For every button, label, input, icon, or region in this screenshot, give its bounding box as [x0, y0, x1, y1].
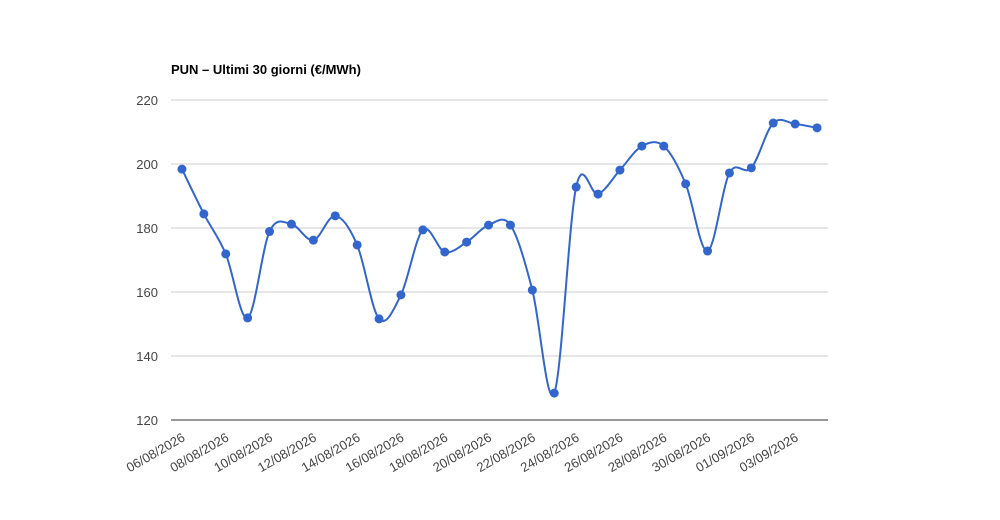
data-point — [462, 237, 472, 247]
data-point — [637, 141, 647, 151]
data-point — [440, 247, 450, 257]
data-point — [352, 240, 362, 250]
y-tick-label: 200 — [136, 157, 158, 172]
data-point — [418, 225, 428, 235]
data-point — [724, 168, 734, 178]
y-tick-label: 220 — [136, 93, 158, 108]
data-point — [308, 235, 318, 245]
data-point — [703, 246, 713, 256]
data-point — [243, 313, 253, 323]
data-point — [396, 290, 406, 300]
chart-title: PUN – Ultimi 30 giorni (€/MWh) — [171, 62, 361, 77]
data-point — [812, 123, 822, 133]
data-point — [221, 249, 231, 259]
data-point — [681, 179, 691, 189]
data-point — [330, 211, 340, 221]
data-point — [177, 164, 187, 174]
data-point — [768, 118, 778, 128]
y-tick-label: 120 — [136, 413, 158, 428]
data-point — [527, 285, 537, 295]
data-point — [199, 209, 209, 219]
data-point — [374, 314, 384, 324]
data-point — [484, 220, 494, 230]
data-point — [549, 388, 559, 398]
y-tick-label: 160 — [136, 285, 158, 300]
data-point — [286, 219, 296, 229]
data-point — [615, 165, 625, 175]
data-point — [659, 141, 669, 151]
y-tick-label: 180 — [136, 221, 158, 236]
data-point — [505, 220, 515, 230]
data-line — [181, 118, 818, 397]
data-point — [790, 119, 800, 129]
data-point — [593, 189, 603, 199]
data-point — [746, 163, 756, 173]
data-point — [265, 227, 275, 237]
data-point — [571, 182, 581, 192]
y-tick-label: 140 — [136, 349, 158, 364]
